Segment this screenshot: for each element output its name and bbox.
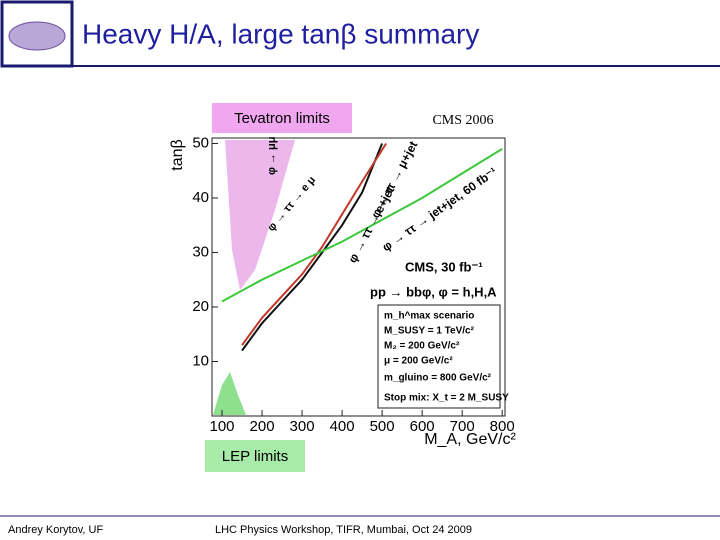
annotation: m_gluino = 800 GeV/c² (384, 373, 492, 384)
y-tick-label: 10 (192, 352, 209, 369)
logo (8, 21, 66, 51)
x-tick-label: 800 (490, 418, 515, 435)
annotation: M₂ = 200 GeV/c² (384, 341, 460, 352)
footer-event: LHC Physics Workshop, TIFR, Mumbai, Oct … (215, 524, 472, 536)
y-tick-label: 30 (192, 243, 209, 260)
x-tick-label: 500 (370, 418, 395, 435)
lep-label: LEP limits (222, 448, 288, 465)
tevatron-region (225, 140, 295, 290)
slide-title: Heavy H/A, large tanβ summary (82, 18, 479, 49)
annotation: μ = 200 GeV/c² (384, 356, 453, 367)
series-line (241, 143, 384, 352)
annotation: CMS, 30 fb⁻¹ (405, 259, 483, 274)
x-tick-label: 100 (209, 418, 234, 435)
y-tick-label: 40 (192, 189, 209, 206)
annotation: Stop mix: X_t = 2 M_SUSY (384, 393, 509, 404)
series-line (241, 142, 387, 346)
tevatron-box (212, 103, 352, 133)
cms-label: CMS 2006 (432, 113, 493, 128)
y-tick-label: 50 (192, 134, 209, 151)
tevatron-label: Tevatron limits (234, 110, 330, 127)
series-label: φ → ττ → μ+jet (368, 139, 420, 221)
x-tick-label: 600 (410, 418, 435, 435)
annotation: pp → bbφ, φ = h,H,A (370, 284, 497, 299)
y-tick-label: 20 (192, 298, 209, 315)
annotation: φ → μμ (266, 137, 278, 175)
lep-box (205, 440, 305, 472)
x-tick-label: 300 (290, 418, 315, 435)
footer-author: Andrey Korytov, UF (8, 524, 103, 536)
param-box (377, 304, 501, 409)
x-tick-label: 400 (330, 418, 355, 435)
x-tick-label: 200 (250, 418, 275, 435)
annotation: M_SUSY = 1 TeV/c² (384, 326, 475, 337)
series-line (221, 148, 503, 303)
x-axis-label: M_A, GeV/c² (424, 431, 516, 448)
lep-region (213, 372, 246, 415)
annotation: m_h^max scenario (384, 311, 474, 322)
x-tick-label: 700 (450, 418, 475, 435)
y-axis-label: tanβ (169, 139, 186, 170)
plot-frame (211, 137, 506, 417)
